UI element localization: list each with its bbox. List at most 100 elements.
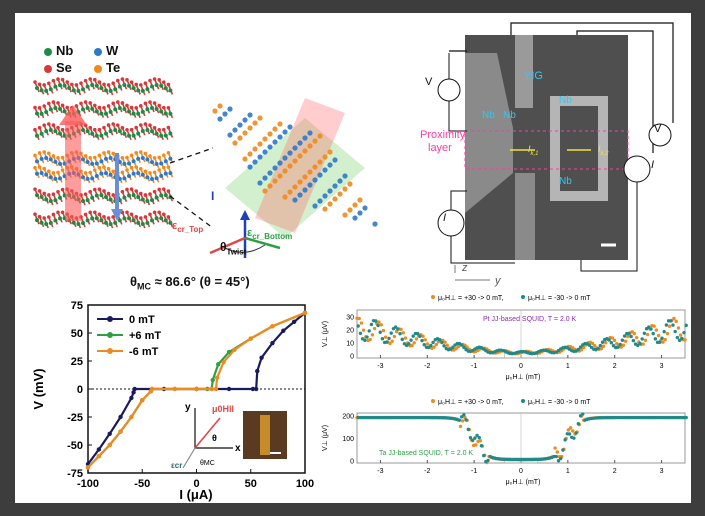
atom: [127, 83, 131, 88]
x-tick-label: -2: [424, 468, 430, 475]
data-point: [403, 336, 408, 340]
data-point: [443, 340, 447, 344]
data-point: [374, 319, 378, 323]
atom: [322, 206, 328, 212]
atom: [134, 165, 138, 169]
atom: [93, 187, 97, 192]
data-point: [638, 341, 642, 346]
atom: [117, 106, 122, 111]
data-point: [642, 331, 647, 335]
atom: [122, 161, 127, 166]
wire: [448, 101, 467, 132]
atom: [97, 105, 102, 110]
atom: [136, 88, 141, 93]
atom: [163, 171, 168, 176]
atom: [129, 187, 134, 191]
atom: [127, 193, 131, 198]
atom: [163, 193, 168, 198]
atom: [372, 221, 378, 227]
data-point: [645, 332, 650, 337]
data-point: [381, 328, 386, 333]
atom: [134, 82, 138, 87]
atom: [252, 120, 258, 126]
atom: [157, 168, 161, 172]
plot-title: Ta JJ-based SQUID, T = 2.0 K: [379, 450, 473, 457]
atom: [113, 107, 118, 112]
y-tick-label: 50: [71, 328, 83, 340]
atom: [94, 83, 99, 88]
legend-marker: [521, 399, 525, 403]
data-point: [250, 386, 256, 392]
atom: [347, 181, 353, 187]
data-point: [393, 325, 398, 329]
data-point: [140, 398, 145, 403]
atom: [227, 132, 233, 138]
atom: [88, 125, 92, 130]
atom: [108, 221, 113, 226]
atom: [136, 156, 141, 161]
data-point: [473, 436, 477, 440]
atom: [302, 135, 308, 141]
atom: [94, 109, 99, 114]
atom: [99, 86, 104, 91]
atom: [166, 189, 171, 193]
y-tick-label: 200: [342, 413, 354, 420]
y-tick-label: 0: [77, 384, 83, 396]
atom: [104, 194, 108, 199]
atom: [157, 127, 161, 132]
atom: [134, 215, 138, 219]
atom: [42, 150, 46, 154]
data-point: [629, 334, 633, 339]
series-points: [356, 318, 688, 356]
atom: [242, 156, 248, 162]
atom: [150, 198, 154, 203]
data-point: [415, 331, 420, 336]
atom: [287, 189, 293, 195]
data-point: [281, 328, 286, 333]
data-point: [399, 327, 403, 332]
atom: [302, 174, 308, 180]
data-point: [477, 435, 481, 440]
atom: [337, 178, 343, 184]
data-point: [149, 386, 155, 392]
atom: [85, 84, 90, 89]
atom: [106, 150, 111, 154]
atom: [108, 156, 113, 161]
atom: [102, 106, 106, 110]
atom: [317, 133, 323, 139]
atom: [81, 87, 85, 92]
atom: [136, 131, 141, 136]
data-point: [423, 338, 427, 342]
atom: [262, 188, 268, 194]
data-point: [610, 336, 615, 340]
atom: [53, 198, 58, 203]
atom: [48, 107, 53, 112]
nb-right-top-label: Nb: [559, 95, 572, 106]
x-tick-label: -1: [471, 363, 477, 370]
atom: [327, 188, 333, 194]
atom: [162, 105, 166, 110]
atom: [108, 109, 113, 114]
atom: [81, 157, 85, 162]
voltmeter-left-icon: [437, 78, 461, 102]
atom: [152, 101, 157, 105]
atom: [312, 203, 318, 209]
atom: [104, 131, 108, 136]
green-plane: [225, 118, 365, 238]
data-point: [579, 348, 584, 352]
red-plane: [255, 98, 345, 233]
x-tick-label: -2: [424, 363, 430, 370]
atom: [106, 191, 111, 196]
atom: [102, 215, 106, 219]
inset-optical-flake: [260, 415, 270, 455]
atom: [347, 207, 353, 213]
data-point: [669, 319, 673, 323]
data-point: [396, 327, 400, 331]
x-axis-label: I (μA): [179, 487, 212, 502]
atom: [90, 176, 95, 181]
atom: [47, 169, 51, 174]
data-point: [412, 341, 416, 345]
atomic-layer: [33, 165, 174, 184]
atom: [116, 78, 120, 83]
